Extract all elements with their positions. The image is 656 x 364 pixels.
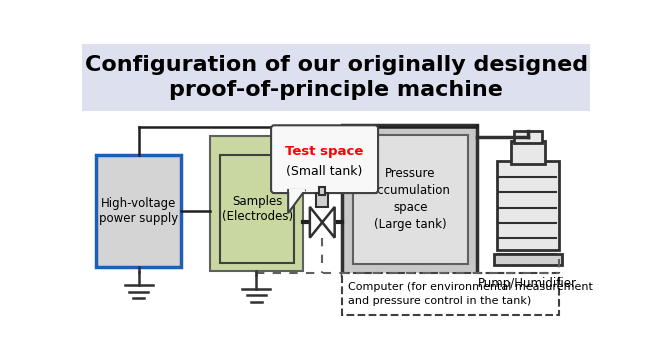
Bar <box>493 254 562 265</box>
Text: Samples
(Electrodes): Samples (Electrodes) <box>222 195 293 223</box>
Bar <box>353 135 468 264</box>
Bar <box>342 273 559 316</box>
Text: High-voltage
power supply: High-voltage power supply <box>99 197 178 225</box>
Bar <box>289 189 305 192</box>
Text: Computer (for environmental measurement
and pressure control in the tank): Computer (for environmental measurement … <box>348 282 593 306</box>
Text: Configuration of our originally designed
proof-of-principle machine: Configuration of our originally designed… <box>85 55 588 100</box>
Bar <box>82 44 590 111</box>
Bar <box>497 162 559 250</box>
Text: (Small tank): (Small tank) <box>287 165 363 178</box>
Polygon shape <box>310 207 335 238</box>
Bar <box>210 136 303 271</box>
Polygon shape <box>288 190 305 213</box>
Text: Pump/Humidifier: Pump/Humidifier <box>478 277 577 290</box>
Bar <box>319 187 325 195</box>
Text: Pressure
accumulation
space
(Large tank): Pressure accumulation space (Large tank) <box>371 167 451 231</box>
Bar <box>316 193 329 207</box>
Bar <box>220 155 295 263</box>
Text: Test space: Test space <box>285 145 364 158</box>
Bar <box>342 124 478 275</box>
FancyBboxPatch shape <box>271 125 378 193</box>
Bar <box>96 155 181 267</box>
Bar <box>514 131 542 143</box>
Bar <box>510 141 544 164</box>
